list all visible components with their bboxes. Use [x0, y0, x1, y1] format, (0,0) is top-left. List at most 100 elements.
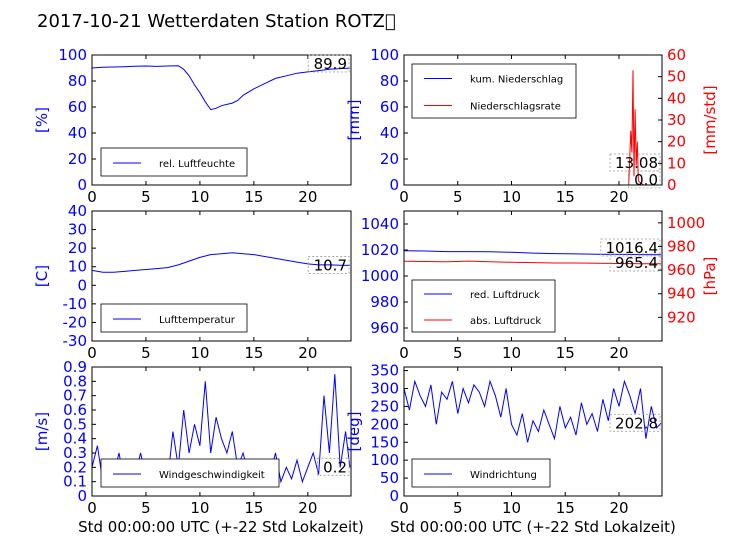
x-tick-label: 10: [190, 344, 209, 362]
x-tick-label: 0: [399, 188, 409, 206]
legend-box: [100, 303, 248, 333]
y-tick-label: 10: [68, 258, 87, 276]
legend-box: [411, 279, 556, 333]
y-tick-label: 350: [370, 362, 399, 380]
value-annotation: 13.08: [615, 154, 658, 172]
y-tick-label: 960: [370, 319, 399, 337]
y-tick-label: 100: [370, 451, 399, 469]
value-annotation-box: [628, 170, 661, 189]
value-annotation-box: [316, 457, 350, 476]
value-annotation-box: [609, 413, 661, 432]
y-right-axis-label: [mm/std]: [701, 85, 719, 154]
y-right-tick-label: 920: [667, 308, 696, 326]
x-tick-label: 10: [502, 499, 521, 517]
x-tick-label: 15: [244, 188, 263, 206]
value-annotation-box: [609, 153, 661, 172]
x-tick-label: 20: [298, 188, 317, 206]
value-annotation: 89.9: [314, 55, 347, 73]
plot-frame: [91, 366, 352, 497]
y-tick-label: 100: [370, 46, 399, 64]
panel-pressure: 0 5 10 15 20 960 980 1000 1020 1040 920 940 960 980 10…: [361, 210, 719, 362]
value-annotation-box: [307, 256, 350, 274]
value-annotation: 202.8: [615, 414, 658, 432]
y-tick-label: 1040: [361, 215, 399, 233]
y-tick-label: 40: [68, 124, 87, 142]
plot-frame: [403, 366, 663, 497]
x-tick-label: 0: [399, 344, 409, 362]
x-axis-label-right: Std 00:00:00 UTC (+-22 Std Lokalzeit): [390, 518, 676, 536]
y-tick-label: 80: [68, 72, 87, 90]
y-tick-label: 0.7: [63, 387, 87, 405]
y-tick-label: 0: [77, 487, 87, 505]
plot-frame: [91, 54, 352, 186]
y-tick-label: 0: [77, 276, 87, 294]
y-axis-label: [%]: [33, 107, 51, 133]
x-tick-label: 10: [190, 188, 209, 206]
y-tick-label: 0: [389, 487, 399, 505]
figure-title: 2017-10-21 Wetterdaten Station ROTZ : [37, 11, 396, 32]
x-tick-label: 5: [453, 499, 463, 517]
value-annotation: 10.7: [314, 256, 347, 274]
value-annotation: 1016.4: [606, 239, 659, 257]
y-right-tick-label: 10: [667, 154, 686, 172]
legend-label: abs. Luftdruck: [470, 316, 541, 327]
legend-label: Lufttemperatur: [159, 315, 236, 326]
legend-box: [100, 458, 280, 488]
y-tick-label: 0: [389, 176, 399, 194]
y-tick-label: 40: [68, 202, 87, 220]
y-tick-label: 0.8: [63, 372, 87, 390]
y-right-tick-label: 60: [667, 46, 686, 64]
y-tick-label: 40: [380, 124, 399, 142]
x-tick-label: 15: [556, 188, 575, 206]
legend-label: red. Luftdruck: [470, 290, 540, 301]
series-line-lufttemperatur: [91, 252, 350, 273]
x-tick-label: 15: [244, 499, 263, 517]
value-annotation-box: [307, 54, 350, 73]
x-tick-label: 20: [298, 499, 317, 517]
y-tick-label: 50: [380, 469, 399, 487]
legend-box: [411, 63, 577, 119]
x-tick-label: 5: [141, 344, 151, 362]
panel-temperature: 0 5 10 15 20-30-20-10010203040[C]Lufttempera…: [33, 202, 352, 362]
legend-label: Windgeschwindigkeit: [159, 470, 265, 481]
y-tick-label: 20: [380, 150, 399, 168]
y-tick-label: 980: [370, 293, 399, 311]
y-tick-label: 20: [68, 150, 87, 168]
value-annotation-box: [609, 253, 661, 272]
legend-box: [100, 147, 248, 177]
y-tick-label: 1020: [361, 241, 399, 259]
x-tick-label: 5: [141, 499, 151, 517]
y-right-tick-label: 50: [667, 68, 686, 86]
x-tick-label: 0: [87, 499, 97, 517]
y-right-tick-label: 30: [667, 111, 686, 129]
x-tick-label: 5: [453, 344, 463, 362]
series-line-abs-luftdruck: [403, 260, 661, 265]
legend-label: rel. Luftfeuchte: [159, 159, 235, 170]
y-tick-label: 1000: [361, 267, 399, 285]
series-line-rel-luftfeuchte: [91, 65, 350, 111]
x-tick-label: 15: [244, 344, 263, 362]
x-tick-label: 20: [298, 344, 317, 362]
y-tick-label: 30: [68, 221, 87, 239]
y-tick-label: 60: [68, 98, 87, 116]
y-tick-label: 20: [68, 239, 87, 257]
y-right-tick-label: 940: [667, 285, 696, 303]
x-tick-label: 20: [609, 499, 628, 517]
x-tick-label: 15: [556, 499, 575, 517]
y-axis-label: [deg]: [345, 412, 363, 452]
y-tick-label: 0.5: [63, 415, 87, 433]
y-right-axis-label: [hPa]: [701, 257, 719, 296]
x-tick-label: 20: [609, 344, 628, 362]
x-tick-label: 15: [556, 344, 575, 362]
panel-precipitation: 0 5 10 15 20 0 20 40 60 80 100 [mm] 0 10 20 30 40 50 60 [mm…: [345, 46, 719, 206]
x-tick-label: 10: [502, 188, 521, 206]
series-line-windrichtung: [403, 379, 662, 443]
panel-humidity: 0 5 10 15 20 0 20 40 60 80 100 [%] rel. Luftfeuchte 8…: [33, 46, 352, 206]
x-tick-label: 10: [502, 344, 521, 362]
x-tick-label: 0: [399, 499, 409, 517]
x-tick-label: 20: [609, 188, 628, 206]
y-right-tick-label: 20: [667, 133, 686, 151]
y-tick-label: 200: [370, 415, 399, 433]
y-tick-label: 0: [77, 176, 87, 194]
